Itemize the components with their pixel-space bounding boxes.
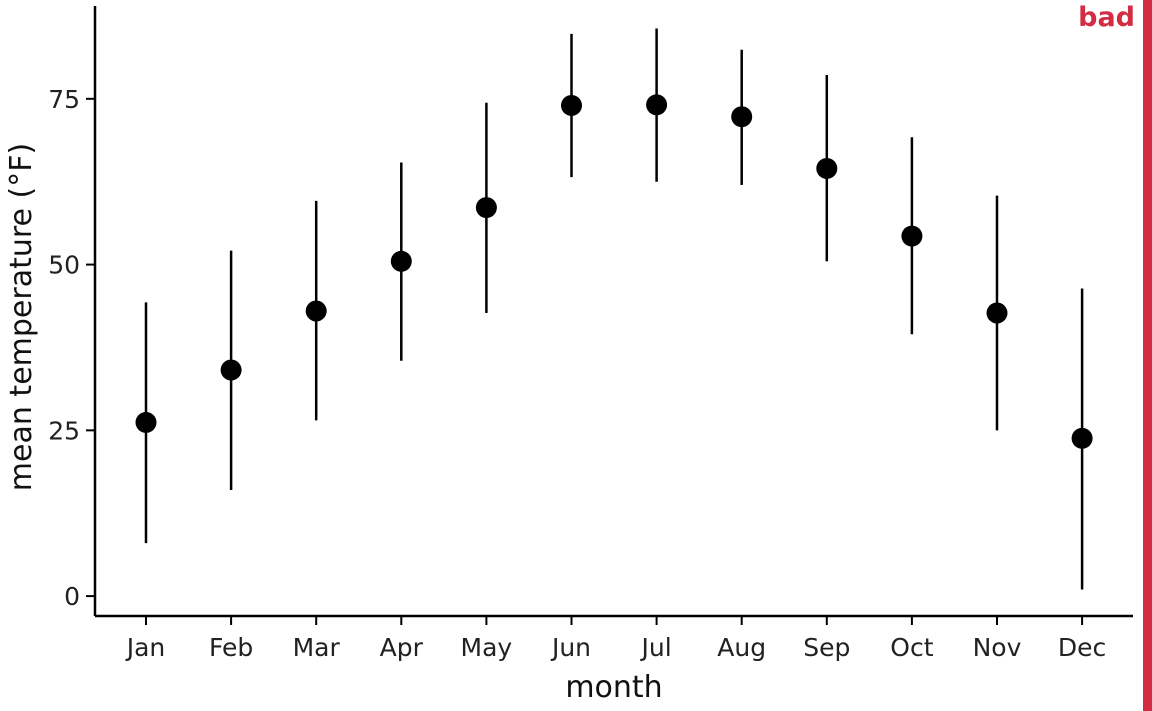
data-point-sep <box>816 157 838 179</box>
error-bars <box>144 28 1084 590</box>
data-points <box>135 94 1093 449</box>
x-tick-label-nov: Nov <box>973 633 1022 662</box>
bad-badge-rule <box>1143 0 1152 711</box>
plot-area: 0 25 50 75 Jan Feb Mar Apr May Jun Jul Aug Sep Oct No… <box>48 6 1133 662</box>
x-axis-title: month <box>565 670 662 705</box>
data-point-nov <box>986 302 1008 324</box>
data-point-jul <box>646 94 668 116</box>
x-tick-label-jun: Jun <box>550 633 591 662</box>
data-point-apr <box>390 250 412 272</box>
bad-badge: bad <box>1078 0 1152 711</box>
x-tick-label-jul: Jul <box>640 633 672 662</box>
data-point-jun <box>561 94 582 116</box>
data-point-aug <box>731 106 753 128</box>
y-axis-title: mean temperature (°F) <box>4 143 39 491</box>
data-point-feb <box>220 359 242 381</box>
y-tick-label-75: 75 <box>48 85 80 114</box>
x-tick-label-mar: Mar <box>293 633 341 662</box>
x-tick-label-aug: Aug <box>717 633 766 662</box>
x-tick-label-sep: Sep <box>803 633 850 662</box>
y-tick-label-25: 25 <box>48 416 80 445</box>
data-point-may <box>475 197 497 219</box>
x-tick-label-feb: Feb <box>209 633 253 662</box>
y-tick-label-0: 0 <box>64 582 80 611</box>
x-tick-label-jan: Jan <box>125 633 166 662</box>
y-ticks: 0 25 50 75 <box>48 85 95 611</box>
x-tick-label-apr: Apr <box>380 633 424 662</box>
x-tick-label-dec: Dec <box>1058 633 1106 662</box>
bad-badge-label: bad <box>1078 2 1135 33</box>
data-point-mar <box>305 300 327 322</box>
x-ticks: Jan Feb Mar Apr May Jun Jul Aug Sep Oct Nov Dec <box>125 616 1106 662</box>
y-tick-label-50: 50 <box>48 251 80 280</box>
data-point-dec <box>1071 427 1093 449</box>
x-tick-label-may: May <box>461 633 513 662</box>
data-point-jan <box>135 411 157 433</box>
x-tick-label-oct: Oct <box>890 633 933 662</box>
data-point-oct <box>901 225 923 247</box>
